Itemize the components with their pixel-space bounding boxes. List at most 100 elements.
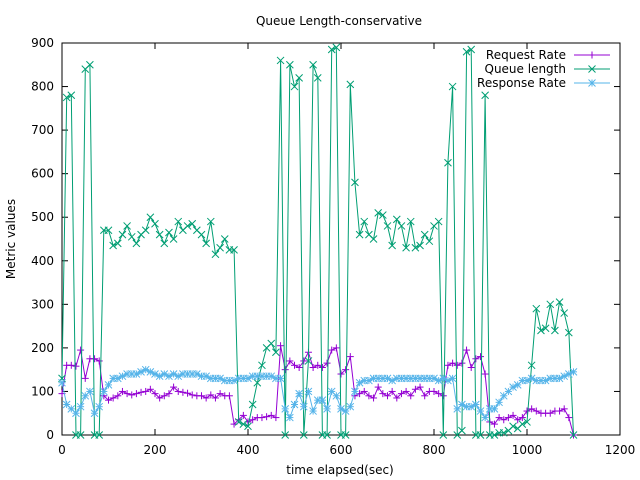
series-request-rate [58, 342, 577, 439]
legend-label-response-rate: Response Rate [477, 76, 566, 90]
data-point-request-rate [393, 394, 401, 402]
x-tick-label: 600 [330, 443, 353, 457]
data-point-response-rate [476, 407, 485, 415]
data-point-request-rate [239, 411, 247, 419]
data-point-queue-length [253, 378, 262, 387]
y-tick-label: 900 [31, 36, 54, 50]
data-point-request-rate [295, 363, 303, 371]
data-point-request-rate [384, 392, 391, 400]
data-point-response-rate [309, 407, 317, 415]
data-point-request-rate [328, 346, 336, 354]
data-point-request-rate [281, 366, 289, 374]
y-axis: 0 100 200 300 400 500 600 700 800 900 [31, 36, 620, 442]
data-point-queue-length [104, 226, 113, 235]
data-point-response-rate [490, 405, 499, 413]
data-point-queue-length [86, 60, 94, 69]
y-tick-label: 0 [46, 428, 54, 442]
data-point-request-rate [449, 359, 457, 367]
x-tick-label: 1200 [605, 443, 636, 457]
data-point-queue-length [369, 235, 378, 243]
data-point-request-rate [291, 361, 298, 369]
data-point-queue-length [341, 431, 350, 439]
data-point-request-rate [156, 394, 164, 402]
data-point-response-rate [72, 409, 80, 418]
y-tick-label: 100 [31, 384, 54, 398]
data-point-request-rate [174, 387, 182, 395]
series-line-request-rate [61, 345, 574, 436]
data-point-request-rate [407, 392, 415, 400]
data-point-queue-length [378, 211, 387, 219]
data-point-request-rate [504, 414, 512, 422]
data-point-request-rate [518, 414, 526, 422]
data-point-response-rate [351, 387, 359, 396]
data-point-queue-length [518, 420, 527, 428]
y-tick-label: 300 [31, 297, 54, 311]
data-point-response-rate [76, 402, 85, 411]
data-point-request-rate [528, 405, 536, 413]
data-point-request-rate [402, 387, 410, 395]
data-point-request-rate [342, 366, 350, 374]
data-point-request-rate [95, 357, 103, 365]
data-point-queue-length [527, 361, 536, 370]
data-point-queue-length [95, 431, 104, 439]
data-point-queue-length [551, 326, 559, 335]
data-point-queue-length [202, 239, 211, 248]
data-point-queue-length [541, 324, 550, 333]
data-point-response-rate [569, 367, 578, 376]
data-point-queue-length [509, 422, 517, 431]
y-tick-label: 800 [31, 80, 54, 94]
data-point-response-rate [304, 387, 313, 396]
legend-marker-response-rate [588, 79, 596, 87]
data-point-queue-length [281, 431, 290, 439]
legend-item-response-rate: Response Rate [477, 76, 610, 90]
data-point-queue-length [272, 348, 280, 357]
data-point-request-rate [458, 359, 466, 367]
data-point-queue-length [439, 431, 448, 439]
data-point-queue-length [434, 217, 443, 226]
data-point-response-rate [86, 387, 94, 396]
y-tick-label: 600 [31, 167, 54, 181]
series-queue-length [58, 43, 578, 439]
data-point-response-rate [58, 378, 66, 387]
data-point-request-rate [565, 414, 573, 422]
data-point-response-rate [290, 400, 299, 409]
data-point-queue-length [244, 422, 252, 431]
data-point-request-rate [188, 391, 196, 399]
data-point-request-rate [323, 359, 331, 367]
data-point-response-rate [99, 387, 108, 396]
data-point-request-rate [309, 363, 317, 371]
data-point-queue-length [304, 357, 313, 365]
data-point-queue-length [374, 209, 383, 217]
data-point-queue-length [532, 304, 541, 313]
data-point-queue-length [267, 339, 276, 348]
data-point-request-rate [118, 387, 126, 395]
data-point-queue-length [388, 241, 397, 250]
data-point-queue-length [411, 243, 420, 252]
data-point-queue-length [555, 298, 564, 307]
data-point-request-rate [128, 391, 136, 399]
data-point-queue-length [537, 326, 545, 335]
data-point-queue-length [290, 82, 299, 91]
legend-label-queue-length: Queue length [485, 62, 567, 76]
data-point-queue-length [151, 219, 159, 228]
legend-item-queue-length: Queue length [485, 62, 610, 76]
data-point-request-rate [467, 363, 475, 371]
data-point-request-rate [481, 370, 489, 378]
data-point-queue-length [183, 222, 192, 230]
data-point-request-rate [114, 392, 122, 400]
data-point-request-rate [444, 361, 452, 369]
data-point-request-rate [421, 392, 429, 400]
data-point-queue-length [444, 158, 452, 167]
data-point-request-rate [151, 390, 159, 398]
data-point-queue-length [546, 300, 555, 309]
data-point-queue-length [327, 45, 336, 54]
data-point-queue-length [67, 91, 76, 100]
data-point-queue-length [332, 43, 341, 52]
data-point-request-rate [346, 353, 354, 361]
data-point-queue-length [476, 431, 485, 439]
data-point-request-rate [463, 346, 471, 354]
data-point-request-rate [337, 370, 345, 378]
data-point-queue-length [123, 222, 131, 230]
